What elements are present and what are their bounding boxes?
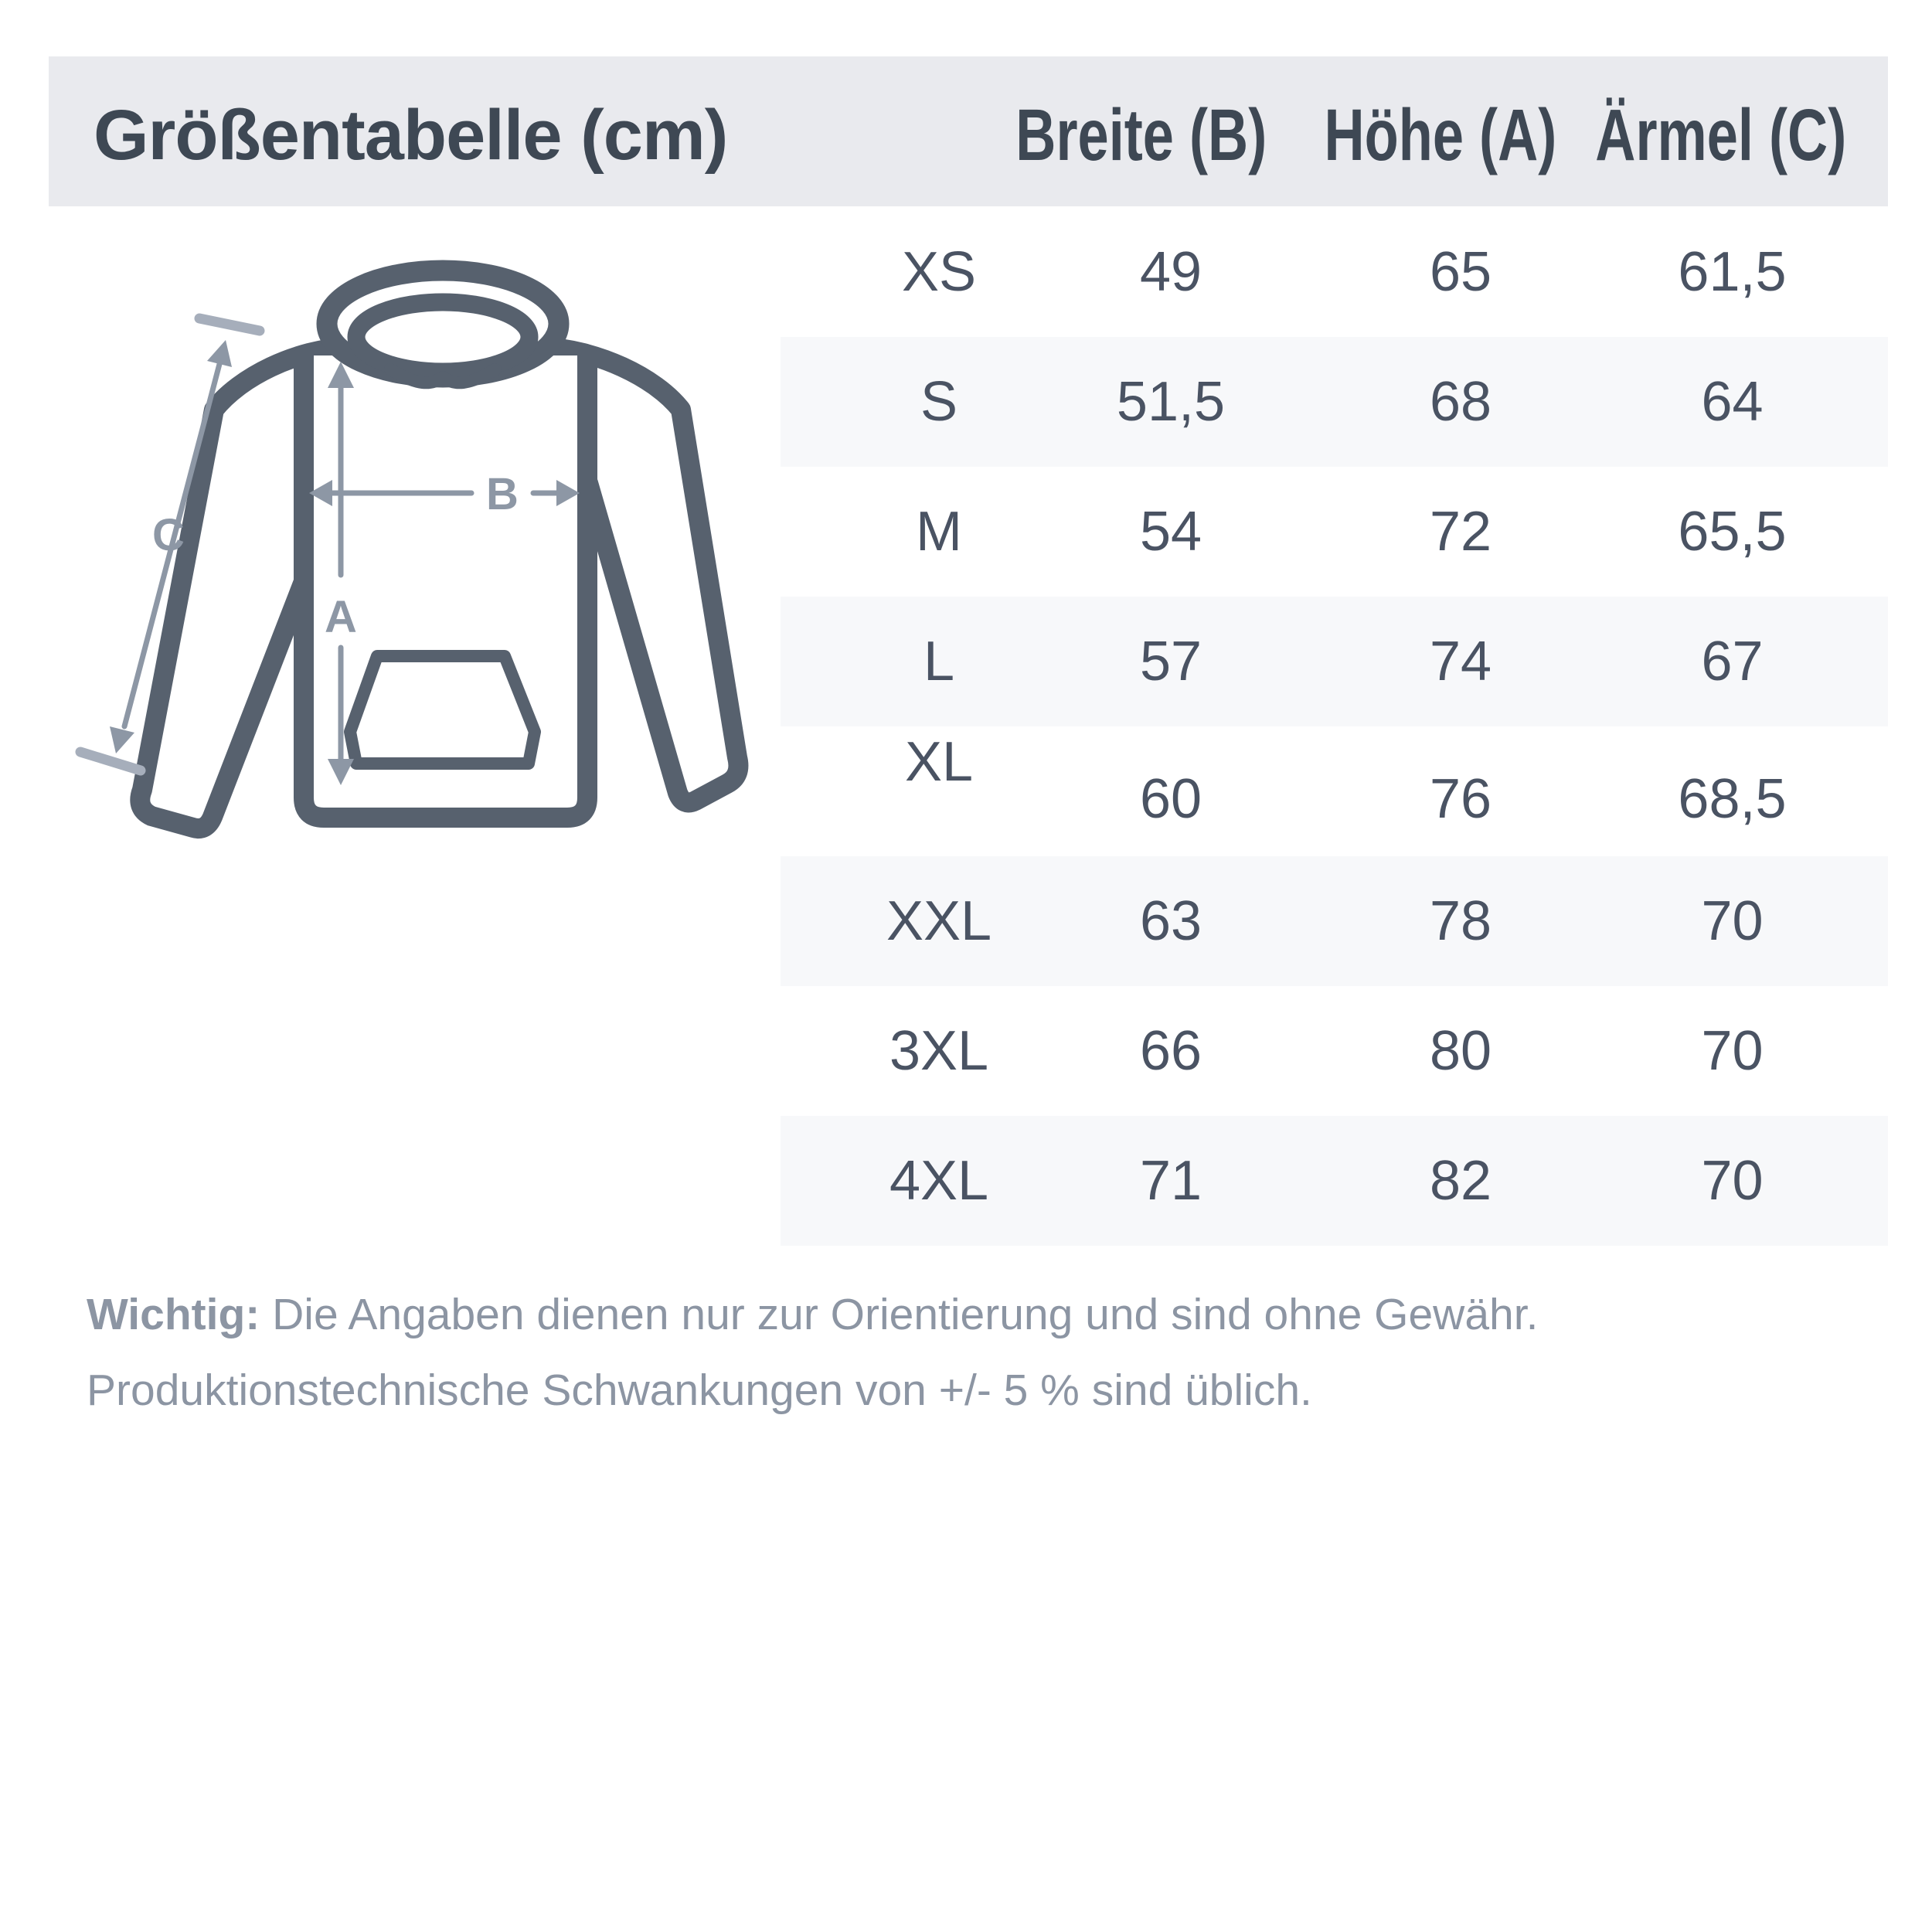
size-table: XS 49 65 61,5 S 51,5 68 64 M 54 72 65,5 … (781, 207, 1888, 1246)
breite-value: 49 (1139, 241, 1202, 303)
disclaimer-bold-label: Wichtig: (87, 1290, 260, 1339)
table-row-4xl: 4XL 71 82 70 (781, 1116, 1888, 1246)
breite-value: 63 (1139, 890, 1202, 952)
breite-value: 60 (1139, 768, 1202, 830)
hoehe-value: 65 (1429, 241, 1492, 303)
aermel-value: 64 (1701, 371, 1764, 433)
table-row-l: L 57 74 67 (781, 597, 1888, 726)
diagram-label-b: B (486, 469, 519, 519)
diagram-label-a: A (325, 592, 357, 642)
aermel-value: 70 (1701, 1150, 1764, 1212)
column-header-hoehe: Höhe (A) (1263, 56, 1618, 206)
hoehe-value: 78 (1429, 890, 1492, 952)
size-label: L (923, 631, 955, 692)
tick-top (194, 313, 265, 336)
table-header-bar: Größentabelle (cm) Breite (B) Höhe (A) Ä… (49, 56, 1888, 206)
measure-arrow-b (309, 480, 580, 506)
disclaimer-line-2: Produktionstechnische Schwankungen von +… (87, 1352, 1887, 1428)
tick-bottom (75, 747, 146, 776)
arrow-down-icon (328, 759, 354, 785)
breite-value: 54 (1139, 501, 1202, 563)
breite-value: 57 (1139, 631, 1202, 692)
table-row-s: S 51,5 68 64 (781, 337, 1888, 467)
page-title: Größentabelle (cm) (94, 95, 728, 175)
aermel-value: 68,5 (1678, 768, 1787, 830)
hood-neck-notch (384, 363, 502, 389)
hoodie-measurement-diagram: A B C (75, 260, 749, 838)
table-row-xl: XL 60 76 68,5 (781, 726, 1888, 856)
disclaimer-text-1: Die Angaben dienen nur zur Orientierung … (272, 1290, 1539, 1339)
size-label: XL (904, 731, 974, 793)
size-label: S (920, 371, 958, 433)
breite-value: 66 (1139, 1020, 1202, 1082)
diagram-label-c: C (152, 510, 185, 560)
table-row-xs: XS 49 65 61,5 (781, 207, 1888, 337)
aermel-value: 67 (1701, 631, 1764, 692)
arrow-up-icon (328, 362, 354, 388)
hoehe-value: 82 (1429, 1150, 1492, 1212)
hoehe-value: 74 (1429, 631, 1492, 692)
column-header-breite: Breite (B) (964, 56, 1319, 206)
table-row-3xl: 3XL 66 80 70 (781, 986, 1888, 1116)
arrow-right-icon (556, 480, 580, 506)
aermel-value: 61,5 (1678, 241, 1787, 303)
size-label: XS (901, 241, 977, 303)
hoodie-pocket (344, 650, 541, 770)
aermel-value: 70 (1701, 1020, 1764, 1082)
breite-value: 71 (1139, 1150, 1202, 1212)
size-label: M (916, 501, 962, 563)
aermel-value: 70 (1701, 890, 1764, 952)
measure-arrow-c (75, 313, 265, 776)
arrow-down-left-icon (110, 726, 134, 753)
measure-arrow-a (328, 362, 354, 785)
column-header-hoehe-label: Höhe (A) (1324, 94, 1557, 176)
column-header-aermel-label: Ärmel (C) (1595, 94, 1847, 176)
disclaimer-line-1: Wichtig: Die Angaben dienen nur zur Orie… (87, 1277, 1887, 1352)
size-label: XXL (886, 890, 992, 952)
table-row-m: M 54 72 65,5 (781, 467, 1888, 597)
arrow-up-right-icon (207, 340, 232, 367)
aermel-value: 65,5 (1678, 501, 1787, 563)
column-header-aermel: Ärmel (C) (1543, 56, 1899, 206)
hoehe-value: 68 (1429, 371, 1492, 433)
hoehe-value: 76 (1429, 768, 1492, 830)
disclaimer-note: Wichtig: Die Angaben dienen nur zur Orie… (87, 1277, 1887, 1428)
table-row-xxl: XXL 63 78 70 (781, 856, 1888, 986)
disclaimer-text-2: Produktionstechnische Schwankungen von +… (87, 1366, 1312, 1415)
hoehe-value: 80 (1429, 1020, 1492, 1082)
breite-value: 51,5 (1116, 371, 1226, 433)
column-header-breite-label: Breite (B) (1015, 94, 1267, 176)
arrow-left-icon (309, 480, 332, 506)
size-label: 3XL (889, 1020, 989, 1082)
size-label: 4XL (889, 1150, 989, 1212)
hoehe-value: 72 (1429, 501, 1492, 563)
